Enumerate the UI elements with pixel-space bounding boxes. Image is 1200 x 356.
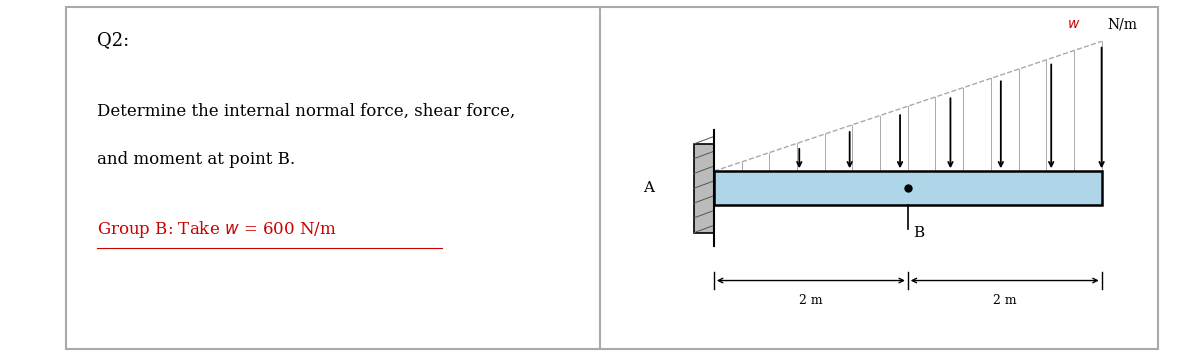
Text: 2 m: 2 m xyxy=(992,294,1016,307)
Text: B: B xyxy=(913,226,925,240)
Text: Determine the internal normal force, shear force,: Determine the internal normal force, she… xyxy=(97,103,516,120)
Bar xyxy=(694,144,714,233)
Point xyxy=(90,246,104,250)
Text: N/m: N/m xyxy=(1108,17,1138,31)
Point xyxy=(434,246,449,250)
Bar xyxy=(714,171,1102,205)
Text: Q2:: Q2: xyxy=(97,31,130,49)
Text: and moment at point B.: and moment at point B. xyxy=(97,151,295,168)
Text: Group B: Take $w$ = 600 N/m: Group B: Take $w$ = 600 N/m xyxy=(97,219,337,240)
Text: A: A xyxy=(643,181,654,195)
Text: 2 m: 2 m xyxy=(799,294,823,307)
Text: $w$: $w$ xyxy=(1068,17,1081,31)
